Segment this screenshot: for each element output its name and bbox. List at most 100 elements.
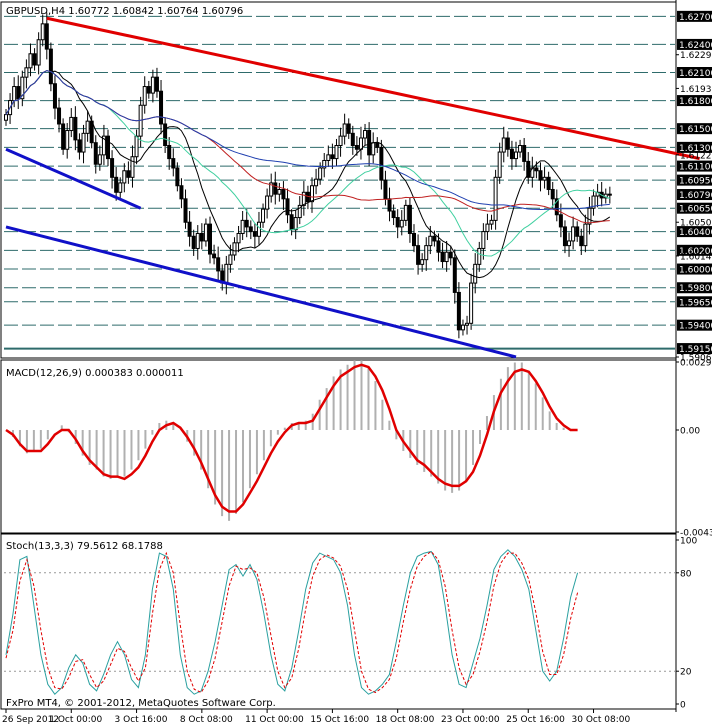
macd-y-tick-label: 0.00292	[680, 359, 712, 369]
candle-body	[297, 204, 302, 219]
candle-body	[452, 257, 457, 293]
candle-body	[4, 114, 8, 121]
candle-body	[289, 214, 294, 231]
candle-body	[61, 123, 66, 150]
candle-body	[154, 76, 159, 92]
candle-body	[375, 142, 380, 148]
candle-body	[346, 123, 351, 134]
price-level-tag	[677, 343, 712, 355]
current-price-label: 1.60796	[679, 191, 712, 201]
price-level-tag	[677, 319, 712, 331]
candle-body	[232, 242, 237, 256]
candle-body	[142, 86, 147, 106]
price-level-tag	[677, 202, 712, 214]
price-level-tag	[677, 95, 712, 107]
candle-body	[52, 83, 57, 109]
price-level-tag	[677, 282, 712, 294]
candle-body	[444, 251, 449, 263]
price-level-label: 1.62700	[679, 13, 712, 23]
candle-body	[432, 235, 437, 242]
x-tick-label: 30 Oct 08:00	[572, 715, 631, 725]
price-level-tag	[677, 123, 712, 135]
stoch-y-tick-label: 0	[680, 701, 686, 711]
candle-body	[383, 179, 388, 200]
candle-body	[93, 142, 98, 165]
trendline-2	[5, 225, 517, 359]
candle-body	[440, 251, 445, 263]
candle-body	[240, 219, 245, 234]
candle-body	[57, 107, 62, 125]
candle-body	[150, 76, 155, 94]
candle-body	[534, 167, 539, 172]
candle-body	[277, 188, 282, 195]
candle-body	[77, 139, 82, 153]
candle-body	[322, 159, 327, 169]
candle-body	[562, 226, 567, 247]
candle-body	[236, 232, 241, 244]
candle-body	[24, 67, 29, 78]
price-level-label: 1.60400	[679, 228, 712, 238]
candle-body	[36, 39, 41, 66]
macd-pane: 0.00292 0.00 -0.00438	[5, 359, 712, 539]
candle-body	[542, 176, 547, 181]
candle-body	[363, 130, 368, 139]
candle-body	[134, 135, 139, 158]
candle-body	[167, 144, 172, 160]
candle-body	[16, 86, 21, 100]
candle-body	[203, 223, 208, 242]
candle-body	[20, 76, 25, 100]
candle-body	[554, 198, 559, 216]
price-level-tag	[677, 38, 712, 50]
pane-frames	[0, 0, 677, 712]
candle-body	[367, 130, 372, 156]
candle-body	[501, 137, 506, 153]
candle-body	[497, 151, 502, 178]
candle-body	[281, 188, 286, 200]
candle-body	[69, 116, 74, 132]
candle-body	[199, 232, 204, 242]
candle-body	[114, 176, 119, 193]
candle-body	[252, 231, 257, 237]
candles	[4, 12, 612, 339]
price-level-label: 1.62400	[679, 41, 712, 51]
macd-y-tick-label: -0.00438	[680, 529, 712, 539]
candle-body	[591, 195, 596, 209]
candle-body	[420, 259, 425, 265]
candle-body	[358, 137, 363, 150]
stoch-header: Stoch(13,3,3) 79.5612 68.1788	[6, 541, 163, 552]
candle-body	[558, 214, 563, 228]
candle-body	[330, 154, 335, 160]
stoch-pane: 100 80 20 0	[4, 537, 697, 711]
candle-body	[465, 322, 470, 326]
candle-body	[195, 232, 200, 249]
price-level-tag	[677, 160, 712, 172]
candle-body	[403, 204, 408, 221]
candle-body	[571, 226, 576, 242]
candle-body	[122, 170, 127, 184]
stoch-signal-line	[5, 550, 579, 694]
trendline-1	[5, 147, 142, 210]
candle-body	[179, 185, 184, 200]
stoch-y-tick-label: 20	[680, 668, 692, 678]
x-tick-label: 3 Oct 16:00	[115, 715, 168, 725]
candle-body	[265, 195, 270, 210]
candle-body	[505, 137, 510, 150]
candle-body	[216, 257, 221, 272]
candle-body	[416, 245, 421, 265]
candle-body	[407, 204, 412, 234]
price-level-tag	[677, 141, 712, 153]
y-tick-label: 1.61220	[680, 151, 712, 161]
candle-body	[436, 240, 441, 253]
x-tick-label: 23 Oct 00:00	[441, 715, 500, 725]
candle-body	[493, 176, 498, 221]
candle-body	[163, 123, 168, 146]
candle-body	[485, 223, 490, 233]
trendlines	[5, 16, 700, 359]
candle-body	[412, 232, 416, 247]
candle-body	[460, 324, 465, 331]
candle-body	[191, 235, 196, 249]
price-level-label: 1.61100	[679, 163, 712, 173]
candle-body	[469, 282, 474, 324]
